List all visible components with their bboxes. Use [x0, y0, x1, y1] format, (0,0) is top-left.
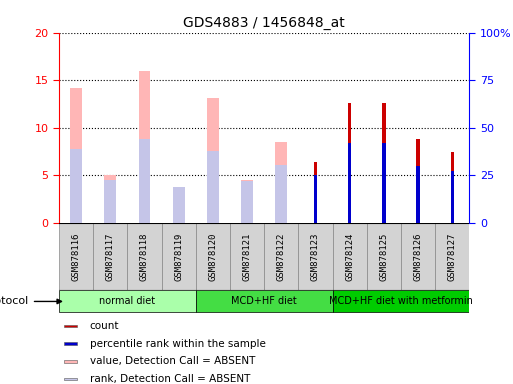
- Bar: [59, 290, 196, 313]
- Bar: [64, 378, 77, 380]
- Text: GSM878118: GSM878118: [140, 232, 149, 280]
- Bar: [59, 223, 93, 290]
- Bar: [332, 290, 469, 313]
- Text: rank, Detection Call = ABSENT: rank, Detection Call = ABSENT: [89, 374, 250, 384]
- Text: count: count: [89, 321, 119, 331]
- Text: GSM878125: GSM878125: [380, 232, 388, 280]
- Bar: [207, 98, 219, 223]
- Text: GSM878119: GSM878119: [174, 232, 183, 280]
- Bar: [367, 223, 401, 290]
- Text: normal diet: normal diet: [100, 296, 155, 306]
- Text: protocol: protocol: [0, 296, 28, 306]
- Text: GSM878121: GSM878121: [243, 232, 251, 280]
- Text: GSM878127: GSM878127: [448, 232, 457, 280]
- Bar: [64, 360, 77, 362]
- Bar: [139, 71, 150, 223]
- Bar: [230, 223, 264, 290]
- Bar: [104, 180, 116, 223]
- Bar: [314, 175, 317, 223]
- Bar: [127, 223, 162, 290]
- Title: GDS4883 / 1456848_at: GDS4883 / 1456848_at: [183, 16, 345, 30]
- Bar: [450, 171, 454, 223]
- Bar: [64, 324, 77, 327]
- Bar: [241, 180, 253, 223]
- Bar: [162, 223, 196, 290]
- Text: GSM878122: GSM878122: [277, 232, 286, 280]
- Text: MCD+HF diet: MCD+HF diet: [231, 296, 297, 306]
- Bar: [417, 166, 420, 223]
- Bar: [382, 103, 386, 223]
- Bar: [264, 223, 299, 290]
- Text: GSM878124: GSM878124: [345, 232, 354, 280]
- Bar: [275, 142, 287, 223]
- Bar: [104, 175, 116, 223]
- Text: MCD+HF diet with metformin: MCD+HF diet with metformin: [329, 296, 473, 306]
- Bar: [417, 139, 420, 223]
- Text: GSM878116: GSM878116: [72, 232, 81, 280]
- Bar: [70, 88, 82, 223]
- Bar: [275, 165, 287, 223]
- Text: GSM878120: GSM878120: [208, 232, 218, 280]
- Bar: [435, 223, 469, 290]
- Bar: [196, 223, 230, 290]
- Bar: [196, 290, 332, 313]
- Bar: [450, 152, 454, 223]
- Text: GSM878117: GSM878117: [106, 232, 115, 280]
- Bar: [173, 187, 185, 223]
- Bar: [64, 342, 77, 345]
- Text: GSM878126: GSM878126: [413, 232, 423, 280]
- Bar: [93, 223, 127, 290]
- Bar: [139, 139, 150, 223]
- Bar: [401, 223, 435, 290]
- Bar: [173, 187, 185, 223]
- Bar: [348, 103, 351, 223]
- Bar: [241, 181, 253, 223]
- Bar: [382, 143, 386, 223]
- Text: value, Detection Call = ABSENT: value, Detection Call = ABSENT: [89, 356, 255, 366]
- Bar: [314, 162, 317, 223]
- Text: percentile rank within the sample: percentile rank within the sample: [89, 339, 265, 349]
- Bar: [70, 149, 82, 223]
- Bar: [207, 151, 219, 223]
- Bar: [348, 143, 351, 223]
- Bar: [299, 223, 332, 290]
- Bar: [332, 223, 367, 290]
- Text: GSM878123: GSM878123: [311, 232, 320, 280]
